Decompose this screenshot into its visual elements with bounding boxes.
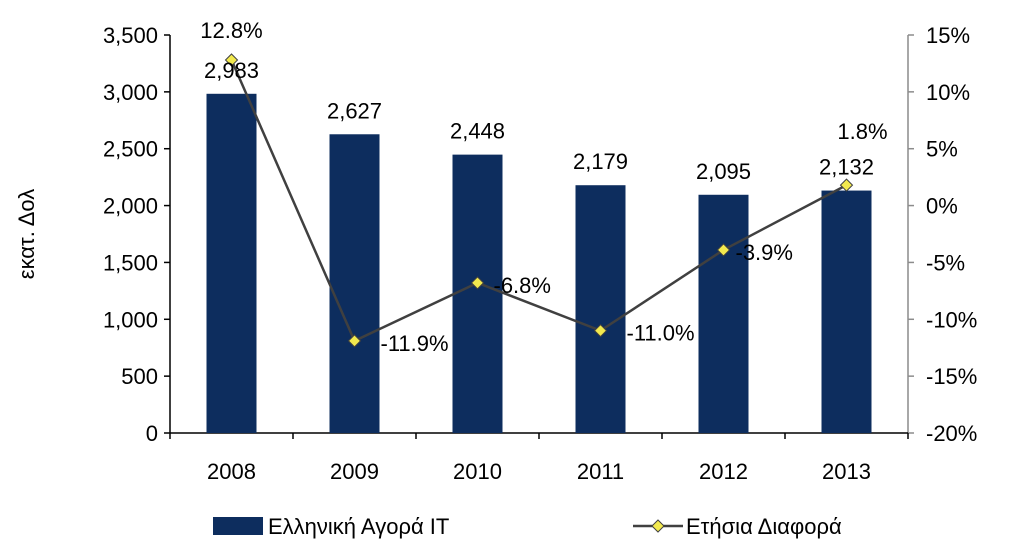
legend-marker-line	[651, 519, 665, 533]
y-tick-label: 0	[146, 421, 158, 446]
data-labels: 2,983 2,627 2,448 2,179 2,095 2,132 12.8% -11.9…	[200, 18, 887, 356]
y2-tick-label: 15%	[926, 23, 970, 48]
line-point	[593, 323, 608, 338]
line-point	[347, 334, 362, 348]
bar-value-label: 2,179	[573, 149, 628, 174]
y2-tick-label: -5%	[926, 250, 965, 275]
line-point	[470, 276, 485, 290]
axes: 0 500 1,000 1,500 2,000 2,500 3,000 3,500 -20% -1…	[14, 23, 977, 484]
bar	[206, 93, 257, 433]
bar-value-label: 2,983	[204, 58, 259, 83]
legend-swatch-bar	[213, 517, 263, 535]
bar	[329, 134, 380, 433]
x-tick-label: 2010	[453, 459, 502, 484]
y-tick-label: 2,500	[103, 137, 158, 162]
bars	[206, 93, 872, 433]
x-tick-label: 2013	[822, 459, 871, 484]
x-tick-label: 2012	[699, 459, 748, 484]
legend: Ελληνική Αγορά IT Ετήσια Διαφορά	[213, 514, 842, 539]
line-point	[716, 243, 731, 257]
line-value-label: -11.9%	[381, 331, 449, 356]
bar-value-label: 2,095	[696, 159, 751, 184]
bar	[698, 194, 749, 433]
bar	[452, 154, 503, 433]
y-tick-label: 500	[121, 364, 158, 389]
line-point	[839, 178, 854, 192]
bar-value-label: 2,627	[327, 98, 382, 123]
x-tick-label: 2011	[577, 459, 624, 484]
line-value-label: 1.8%	[837, 119, 887, 144]
y2-tick-label: -10%	[926, 307, 977, 332]
y-tick-label: 1,500	[103, 250, 158, 275]
y-axis-title: εκατ. Δολ	[14, 189, 39, 279]
y2-tick-label: 10%	[926, 80, 970, 105]
y2-tick-label: 0%	[926, 194, 958, 219]
line-value-label: -11.0%	[627, 321, 695, 346]
line-value-label: 12.8%	[200, 18, 262, 43]
line-value-label: -6.8%	[494, 273, 551, 298]
legend-label-bar: Ελληνική Αγορά IT	[268, 514, 449, 539]
bar	[821, 190, 872, 433]
y-tick-label: 2,000	[103, 194, 158, 219]
y2-tick-label: 5%	[926, 137, 958, 162]
y-tick-label: 3,000	[103, 80, 158, 105]
line-path	[230, 59, 848, 343]
bar-value-label: 2,132	[819, 155, 874, 180]
bar	[575, 185, 626, 433]
bar-value-label: 2,448	[450, 119, 505, 144]
x-tick-label: 2008	[207, 459, 256, 484]
line-point	[224, 53, 239, 67]
y-tick-label: 1,000	[103, 307, 158, 332]
y2-tick-label: -20%	[926, 421, 977, 446]
x-tick-label: 2009	[330, 459, 379, 484]
line-series	[224, 53, 854, 348]
line-value-label: -3.9%	[736, 240, 793, 265]
y2-tick-label: -15%	[926, 364, 977, 389]
legend-label-line: Ετήσια Διαφορά	[686, 514, 842, 539]
y-tick-label: 3,500	[103, 23, 158, 48]
